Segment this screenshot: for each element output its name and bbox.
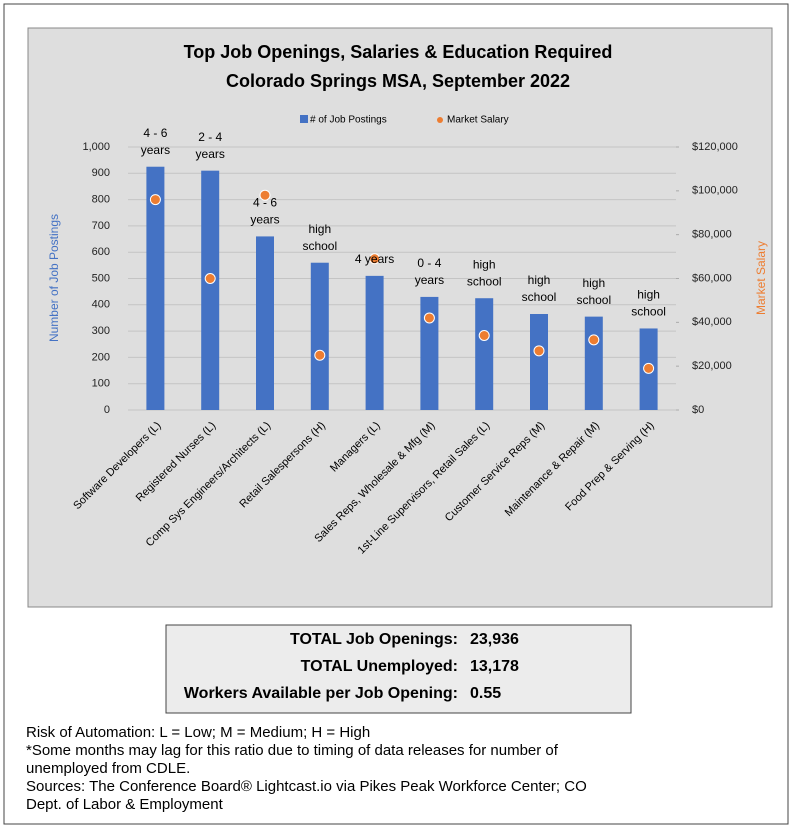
bar <box>201 170 220 410</box>
education-label: 0 - 4 <box>417 256 441 270</box>
y2-axis-label: Market Salary <box>754 241 768 315</box>
salary-dot <box>588 334 600 346</box>
summary-value: 0.55 <box>470 685 501 702</box>
education-label: school <box>522 290 557 304</box>
y2-tick-label: $120,000 <box>692 141 738 153</box>
education-label: years <box>141 143 170 157</box>
note: Sources: The Conference Board® Lightcast… <box>26 778 587 795</box>
y-tick-label: 300 <box>92 325 110 337</box>
education-label: 4 - 6 <box>253 196 277 210</box>
y-tick-label: 400 <box>92 299 110 311</box>
y2-tick-label: $80,000 <box>692 229 732 241</box>
salary-dot <box>314 349 326 361</box>
education-label: years <box>415 273 444 287</box>
legend-label: Market Salary <box>447 115 509 126</box>
note: Dept. of Labor & Employment <box>26 796 224 813</box>
education-label: school <box>631 305 666 319</box>
salary-dot <box>259 189 271 201</box>
summary-label: Workers Available per Job Opening: <box>184 685 458 702</box>
education-label: years <box>250 213 279 227</box>
chart-subtitle: Colorado Springs MSA, September 2022 <box>226 71 570 91</box>
chart-title: Top Job Openings, Salaries & Education R… <box>184 42 613 62</box>
note: unemployed from CDLE. <box>26 760 190 777</box>
note: *Some months may lag for this ratio due … <box>26 742 559 759</box>
education-label: high <box>582 276 605 290</box>
salary-dot <box>369 253 381 265</box>
legend-swatch <box>300 115 308 123</box>
education-label: high <box>528 273 551 287</box>
y-tick-label: 0 <box>104 404 110 416</box>
y2-tick-label: $40,000 <box>692 316 732 328</box>
bar <box>310 262 329 410</box>
salary-dot <box>149 194 161 206</box>
salary-dot <box>533 345 545 357</box>
legend-swatch <box>437 117 443 123</box>
salary-dot <box>478 329 490 341</box>
education-label: years <box>196 147 225 161</box>
salary-dot <box>643 362 655 374</box>
summary-label: TOTAL Job Openings: <box>290 631 458 648</box>
y-axis-label: Number of Job Postings <box>47 214 61 342</box>
y2-tick-label: $20,000 <box>692 360 732 372</box>
summary-value: 13,178 <box>470 658 519 675</box>
education-label: 4 - 6 <box>143 126 167 140</box>
y-tick-label: 900 <box>92 167 110 179</box>
y-tick-label: 800 <box>92 194 110 206</box>
bar <box>530 314 548 410</box>
y-tick-label: 600 <box>92 246 110 258</box>
bar <box>420 296 439 410</box>
salary-dot <box>423 312 435 324</box>
y-tick-label: 500 <box>92 272 110 284</box>
summary-value: 23,936 <box>470 631 519 648</box>
bar <box>365 275 384 410</box>
education-label: school <box>302 239 337 253</box>
summary-box <box>165 624 632 714</box>
y2-tick-label: $60,000 <box>692 272 732 284</box>
education-label: school <box>467 274 502 288</box>
education-label: 2 - 4 <box>198 130 222 144</box>
y-tick-label: 1,000 <box>82 141 110 153</box>
legend-label: # of Job Postings <box>310 115 387 126</box>
bar <box>584 316 603 410</box>
salary-dot <box>204 273 216 284</box>
y-tick-label: 200 <box>92 351 110 363</box>
y-tick-label: 100 <box>92 378 110 390</box>
education-label: 4 years <box>355 252 394 266</box>
summary-label: TOTAL Unemployed: <box>301 658 458 675</box>
bar <box>256 236 274 410</box>
education-label: high <box>308 222 331 236</box>
note: Risk of Automation: L = Low; M = Medium;… <box>26 724 370 741</box>
education-label: high <box>637 288 660 302</box>
y2-tick-label: $100,000 <box>692 185 738 197</box>
bar <box>146 166 165 410</box>
education-label: school <box>576 293 611 307</box>
bar <box>475 298 494 410</box>
y2-tick-label: $0 <box>692 404 704 416</box>
y-tick-label: 700 <box>92 220 110 232</box>
education-label: high <box>473 257 496 271</box>
